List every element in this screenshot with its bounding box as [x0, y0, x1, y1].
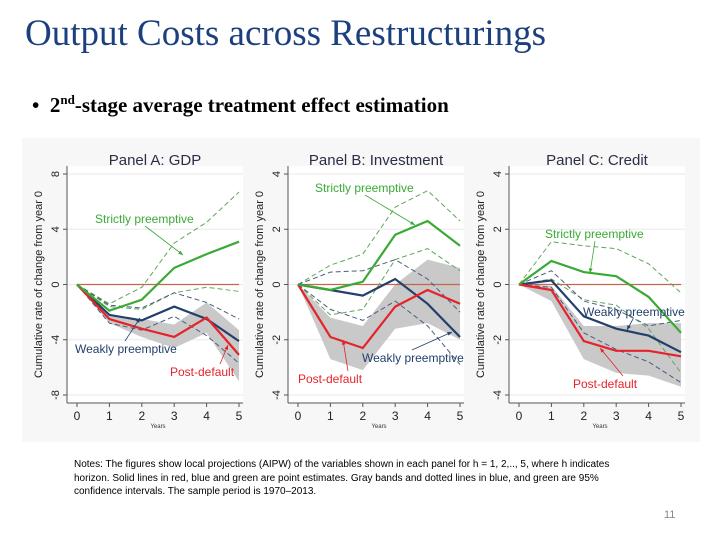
y-tick-label: 8 [50, 171, 62, 177]
panel-panel-a-gdp: -8 -4 0 4 8 0 1 2 3 4 5 Years Cumulative rate of cha… [33, 152, 243, 430]
post-default-line [518, 283, 682, 358]
x-axis-label: Years [592, 424, 607, 430]
strictly-preemptive-label: Strictly preemptive [95, 212, 194, 226]
y-tick-label: -2 [271, 335, 283, 345]
post-default-arrow [342, 339, 349, 372]
y-tick-label: 0 [50, 281, 62, 287]
post-default-line [297, 283, 461, 350]
weakly-preemptive-ci-upper [518, 270, 682, 327]
post-default-arrow [599, 347, 624, 377]
arrowhead-icon [447, 332, 452, 336]
x-tick-label: 5 [457, 409, 464, 423]
figure-notes: Notes: The figures show local projection… [74, 459, 610, 497]
y-tick-label: 4 [50, 226, 62, 232]
x-tick-label: 2 [359, 409, 366, 423]
x-tick-label: 3 [171, 409, 178, 423]
panel-title: Panel A: GDP [109, 152, 202, 169]
x-tick-label: 4 [645, 409, 652, 423]
y-tick-label: -8 [50, 390, 62, 400]
x-tick-label: 3 [392, 409, 399, 423]
post-default-label: Post-default [170, 365, 235, 379]
arrowhead-icon [178, 250, 183, 255]
x-tick-label: 4 [424, 409, 431, 423]
arrowhead-icon [341, 340, 346, 345]
bullet-icon: • [32, 93, 50, 117]
y-axis-label: Cumulative rate of change from year 0 [475, 191, 487, 378]
post-default-label: Post-default [573, 377, 638, 391]
panel-panel-b-investment: -4 -2 0 2 4 0 1 2 3 4 5 Years Cumulative rate of cha… [254, 152, 464, 430]
weakly-preemptive-ci-upper [76, 284, 240, 320]
y-axis-label: Cumulative rate of change from year 0 [33, 191, 45, 378]
strictly-preemptive-arrow [144, 225, 184, 256]
post-default-confidence-band [298, 259, 460, 371]
weakly-preemptive-ci-lower [518, 284, 682, 384]
post-default-label: Post-default [298, 372, 363, 386]
strictly-preemptive-arrow [589, 240, 596, 274]
strictly-preemptive-ci-lower [76, 284, 240, 310]
y-tick-label: 4 [271, 171, 283, 177]
x-tick-label: 1 [548, 409, 555, 423]
post-default-line [76, 283, 240, 356]
strictly-preemptive-ci-lower [518, 278, 682, 374]
panel-panel-c-credit: -4 -2 0 2 4 0 1 2 3 4 5 Years Cumulative rate of cha… [475, 152, 685, 430]
strictly-preemptive-ci-upper [297, 189, 461, 285]
x-tick-label: 0 [74, 409, 81, 423]
weakly-preemptive-label: Weakly preemptive [583, 305, 685, 319]
arrowhead-icon [410, 220, 415, 225]
arrowhead-icon [588, 268, 593, 273]
strictly-preemptive-line [297, 219, 461, 292]
weakly-preemptive-arrow [411, 331, 453, 351]
x-tick-label: 5 [236, 409, 243, 423]
weakly-preemptive-label: Weakly preemptive [75, 342, 177, 356]
weakly-preemptive-ci-lower [76, 284, 240, 364]
page-number: 11 [664, 509, 676, 521]
y-tick-label: -4 [492, 390, 504, 400]
arrowhead-icon [135, 318, 140, 323]
y-tick-label: -2 [492, 335, 504, 345]
x-tick-label: 0 [295, 409, 302, 423]
x-tick-label: 2 [580, 409, 587, 423]
x-tick-label: 2 [138, 409, 145, 423]
x-tick-label: 3 [613, 409, 620, 423]
x-axis-label: Years [371, 424, 386, 430]
strictly-preemptive-label: Strictly preemptive [545, 227, 644, 241]
weakly-preemptive-ci-upper [297, 259, 461, 313]
weakly-preemptive-line [518, 279, 682, 354]
strictly-preemptive-arrow [364, 194, 416, 226]
strictly-preemptive-ci-lower [297, 248, 461, 316]
arrowhead-icon [600, 348, 605, 353]
panel-title: Panel C: Credit [546, 152, 649, 169]
bullet-point: • 2nd-stage average treatment effect est… [32, 92, 449, 118]
strictly-preemptive-ci-upper [518, 241, 682, 294]
y-tick-label: 2 [271, 226, 283, 232]
x-tick-label: 0 [516, 409, 523, 423]
strictly-preemptive-label: Strictly preemptive [315, 181, 414, 195]
y-tick-label: 0 [492, 281, 504, 287]
weakly-preemptive-ci-lower [297, 284, 461, 365]
y-axis-label: Cumulative rate of change from year 0 [254, 191, 266, 378]
post-default-confidence-band [519, 284, 681, 387]
strictly-preemptive-line [76, 240, 240, 312]
x-axis-label: Years [150, 424, 165, 430]
y-tick-label: 0 [271, 281, 283, 287]
x-tick-label: 1 [106, 409, 113, 423]
bullet-prefix: 2 [49, 93, 61, 117]
arrowhead-icon [627, 325, 631, 330]
y-tick-label: 4 [492, 171, 504, 177]
slide-title: Output Costs across Restructurings [25, 13, 547, 54]
x-tick-label: 4 [203, 409, 210, 423]
arrowhead-icon [224, 345, 229, 350]
y-tick-label: -4 [50, 335, 62, 345]
bullet-text: -stage average treatment effect estimati… [74, 93, 449, 117]
strictly-preemptive-line [518, 259, 682, 334]
weakly-preemptive-label: Weakly preemptive [362, 351, 464, 365]
bullet-sup: nd [60, 92, 75, 107]
x-tick-label: 5 [678, 409, 685, 423]
panel-title: Panel B: Investment [309, 152, 444, 169]
y-tick-label: -4 [271, 390, 283, 400]
y-tick-label: 2 [492, 226, 504, 232]
x-tick-label: 1 [327, 409, 334, 423]
